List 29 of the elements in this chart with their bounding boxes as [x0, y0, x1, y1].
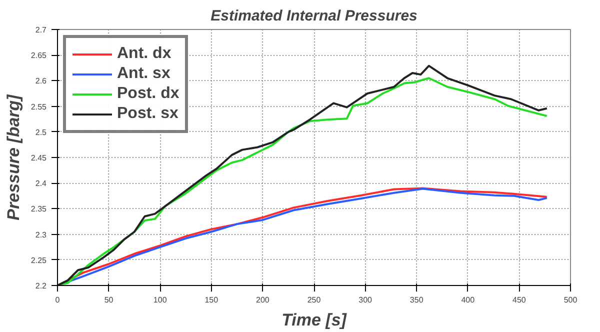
x-tick-label: 250	[307, 296, 322, 304]
y-tick-label: 2.5	[35, 128, 48, 137]
y-tick-label: 2.4	[35, 179, 48, 188]
x-tick-label: 400	[461, 296, 476, 304]
chart-title: Estimated Internal Pressures	[210, 8, 418, 24]
x-tick-label: 150	[204, 296, 219, 304]
legend-label: Ant. sx	[117, 65, 170, 83]
x-axis-title: Time [s]	[282, 310, 348, 330]
y-tick-label: 2.55	[30, 102, 48, 112]
x-tick-label: 200	[256, 296, 270, 304]
y-tick-label: 2.25	[30, 256, 48, 265]
x-tick-label: 50	[104, 296, 114, 304]
x-tick-label: 0	[55, 296, 60, 304]
x-tick-label: 100	[153, 296, 168, 304]
y-tick-label: 2.35	[30, 204, 48, 214]
x-tick-label: 300	[358, 296, 373, 304]
legend-label: Ant. dx	[117, 45, 172, 63]
legend-label: Post. sx	[117, 105, 178, 123]
y-tick-label: 2.6	[35, 76, 48, 86]
legend-label: Post. dx	[117, 85, 180, 103]
x-tick-label: 500	[564, 296, 578, 304]
y-tick-label: 2.45	[30, 154, 48, 162]
y-axis-title: Pressure [barg]	[4, 93, 23, 220]
x-tick-label: 450	[512, 296, 526, 304]
y-tick-label: 2.7	[35, 26, 48, 34]
y-tick-label: 2.65	[30, 51, 48, 60]
y-tick-label: 2.3	[35, 230, 48, 240]
x-tick-label: 350	[410, 296, 424, 304]
y-tick-label: 2.2	[35, 282, 48, 290]
